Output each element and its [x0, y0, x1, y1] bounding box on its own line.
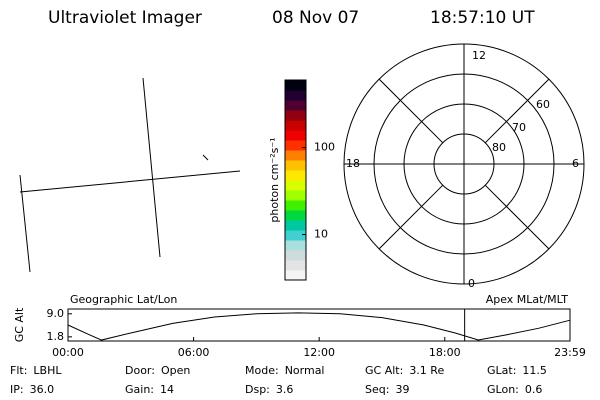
title: Ultraviolet Imager	[48, 8, 202, 28]
colorbar-stripe	[285, 190, 306, 201]
colorbar-stripe	[285, 90, 306, 101]
status-value: 39	[395, 383, 409, 396]
geographic-grid	[19, 77, 241, 273]
status-item: Flt: LBHL	[10, 364, 62, 377]
date: 08 Nov 07	[272, 8, 359, 28]
colorbar-stripe	[285, 110, 306, 121]
colorbar-stripe	[285, 200, 306, 211]
status-item: GLon: 0.6	[487, 383, 542, 396]
y-tick-label: 9.0	[47, 307, 65, 320]
orbit-left-title: Geographic Lat/Lon	[70, 293, 177, 306]
status-label: Flt:	[10, 364, 27, 377]
colorbar-stripe	[285, 260, 306, 271]
colorbar-frame	[284, 79, 307, 281]
colorbar-stripe	[285, 230, 306, 241]
status-value: 3.6	[276, 383, 294, 396]
status-value: 14	[160, 383, 174, 396]
hour-label: 6	[572, 157, 579, 170]
orbit-right-title: Apex MLat/MLT	[486, 293, 569, 306]
colorbar-stripe	[285, 80, 306, 91]
time: 18:57:10 UT	[430, 8, 535, 28]
status-label: Door:	[125, 364, 155, 377]
colorbar-stripe	[285, 170, 306, 181]
colorbar-stripe	[285, 120, 306, 131]
status-value: 11.5	[522, 364, 547, 377]
x-tick-label: 23:59	[554, 346, 586, 359]
status-label: GLon:	[487, 383, 519, 396]
status-item: Dsp: 3.6	[245, 383, 293, 396]
lat-label: 70	[512, 121, 526, 134]
colorbar-stripe	[285, 220, 306, 231]
colorbar-stripe	[285, 160, 306, 171]
colorbar-stripe	[285, 100, 306, 111]
x-tick-label: 06:00	[178, 346, 210, 359]
status-label: GLat:	[487, 364, 516, 377]
x-tick-label: 12:00	[303, 346, 335, 359]
colorbar-stripe	[285, 240, 306, 251]
status-item: GC Alt: 3.1 Re	[365, 364, 444, 377]
polar-grid	[343, 43, 585, 285]
status-item: IP: 36.0	[10, 383, 54, 396]
colorbar-stripe	[285, 210, 306, 221]
colorbar-stripe	[285, 270, 306, 281]
status-value: LBHL	[33, 364, 62, 377]
colorbar-tick-label: 10	[314, 228, 328, 241]
status-item: Gain: 14	[125, 383, 174, 396]
hour-label: 0	[468, 277, 475, 290]
status-label: Gain:	[125, 383, 154, 396]
lat-label: 80	[492, 141, 506, 154]
orbit-y-label: GC Alt	[13, 307, 26, 342]
hour-label: 12	[472, 49, 486, 62]
status-label: IP:	[10, 383, 24, 396]
status-label: GC Alt:	[365, 364, 403, 377]
status-item: Seq: 39	[365, 383, 409, 396]
y-tick-label: 1.8	[47, 330, 65, 343]
status-value: 0.6	[525, 383, 543, 396]
colorbar-label: photon cm⁻²s⁻¹	[268, 137, 281, 222]
status-label: Seq:	[365, 383, 389, 396]
status-item: GLat: 11.5	[487, 364, 547, 377]
status-label: Dsp:	[245, 383, 270, 396]
colorbar-stripe	[285, 140, 306, 151]
lat-label: 60	[536, 98, 550, 111]
x-tick-label: 18:00	[429, 346, 461, 359]
status-value: 36.0	[30, 383, 55, 396]
colorbar-stripe	[285, 150, 306, 161]
colorbar-tick-label: 100	[314, 141, 335, 154]
orbit-line	[67, 312, 571, 341]
hour-label: 18	[346, 157, 360, 170]
status-item: Mode: Normal	[245, 364, 325, 377]
status-value: Normal	[285, 364, 325, 377]
colorbar-stripe	[285, 180, 306, 191]
status-value: Open	[161, 364, 190, 377]
colorbar-stripe	[285, 250, 306, 261]
status-item: Door: Open	[125, 364, 190, 377]
status-value: 3.1 Re	[409, 364, 444, 377]
colorbar-stripe	[285, 130, 306, 141]
status-label: Mode:	[245, 364, 279, 377]
x-tick-label: 00:00	[52, 346, 84, 359]
